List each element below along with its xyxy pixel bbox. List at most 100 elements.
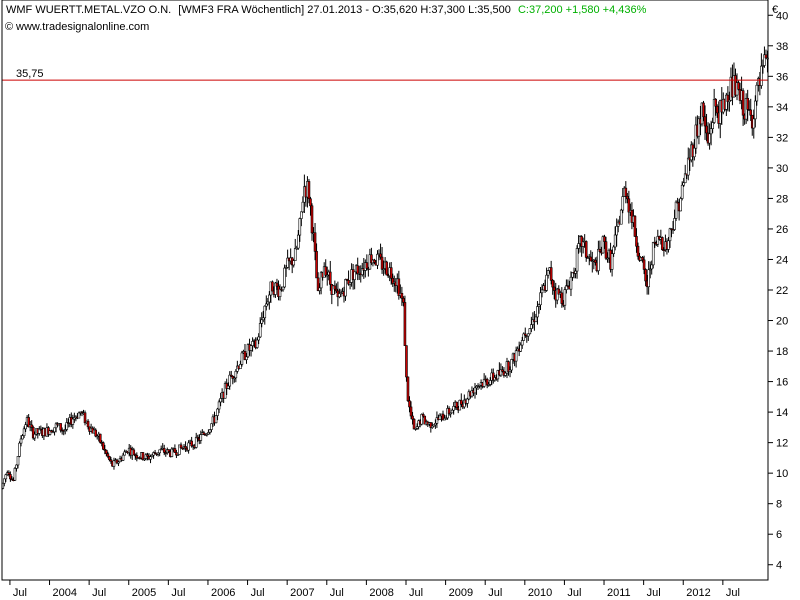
candle-body <box>647 269 650 288</box>
candle-body <box>217 401 221 410</box>
y-tick-label: 16 <box>776 377 788 389</box>
candle-body <box>555 288 559 301</box>
candle-body <box>545 274 548 291</box>
candle-body <box>231 376 235 379</box>
candle-body <box>619 209 623 225</box>
candle-body <box>627 198 631 213</box>
candle-body <box>409 406 413 417</box>
candle-body <box>574 270 577 274</box>
candle-body <box>466 398 469 404</box>
candle-body <box>162 448 166 453</box>
candle-body <box>178 444 181 455</box>
candle-body <box>156 452 160 455</box>
candle-body <box>141 452 145 460</box>
candle-body <box>594 259 597 263</box>
candle-body <box>380 256 384 270</box>
candle-body <box>112 460 116 467</box>
candle-body <box>105 449 108 454</box>
candle-body <box>325 274 329 277</box>
candle-body <box>429 422 433 428</box>
candle-body <box>324 266 328 276</box>
candle-body <box>682 182 685 186</box>
y-tick-label: 40 <box>776 10 788 22</box>
candle-body <box>683 173 687 184</box>
candle-body <box>143 458 146 460</box>
candle-body <box>662 249 666 251</box>
candle-body <box>651 241 655 266</box>
x-tick-label: Jul <box>567 587 581 599</box>
x-tick-label: Jul <box>488 587 502 599</box>
candle-body <box>420 414 423 425</box>
candle-body <box>94 429 97 437</box>
candle-body <box>332 285 335 295</box>
candle-body <box>71 418 75 425</box>
candle-body <box>65 422 69 430</box>
candle-body <box>507 361 510 372</box>
candle-body <box>693 147 696 158</box>
candle-body <box>406 376 410 402</box>
candle-body <box>181 447 184 450</box>
chart-header: WMF WUERTT.METAL.VZO O.N. [WMF3 FRA Wöch… <box>6 4 647 16</box>
candle-body <box>33 433 37 439</box>
candle-body <box>459 399 463 405</box>
x-tick-label: 2008 <box>369 587 393 599</box>
instrument-name: WMF WUERTT.METAL.VZO O.N. <box>6 4 171 16</box>
candle-body <box>674 201 678 219</box>
candle-body <box>575 248 579 272</box>
candle-body <box>249 345 253 351</box>
candle-body <box>300 211 303 219</box>
candle-body <box>400 292 404 299</box>
candle-body <box>755 84 759 102</box>
x-tick-label: 2012 <box>686 587 710 599</box>
x-tick-label: Jul <box>13 587 27 599</box>
candle-body <box>356 265 360 274</box>
candle-body <box>121 454 125 461</box>
candle-body <box>83 412 87 424</box>
candle-body <box>292 260 296 266</box>
candle-body <box>527 333 530 337</box>
candle-body <box>208 429 212 433</box>
candle-body <box>229 374 233 377</box>
candle-body <box>318 287 321 291</box>
candle-body <box>373 259 376 263</box>
candle-body <box>522 333 526 341</box>
candle-body <box>571 272 574 278</box>
candle-body <box>226 385 230 389</box>
candle-body <box>421 414 425 417</box>
candle-body <box>581 241 585 247</box>
candle-body <box>714 98 717 107</box>
close-change: C:37,200 +1,580 +4,436% <box>518 4 647 16</box>
candle-body <box>103 449 107 451</box>
copyright-icon: © <box>5 21 13 33</box>
candle-body <box>763 54 766 66</box>
y-tick-label: 20 <box>776 316 788 328</box>
candle-body <box>597 248 600 272</box>
candle-body <box>650 264 654 270</box>
candle-body <box>712 98 716 123</box>
candle-body <box>475 385 478 389</box>
candle-body <box>16 456 20 466</box>
candle-body <box>405 345 408 378</box>
candle-body <box>715 105 719 114</box>
candle-body <box>10 478 14 481</box>
candle-body <box>537 304 541 307</box>
candle-body <box>22 428 26 436</box>
candle-body <box>604 241 608 259</box>
candle-body <box>539 292 542 306</box>
y-tick-label: 22 <box>776 285 788 297</box>
candle-body <box>48 430 52 435</box>
candle-body <box>673 218 676 230</box>
candle-body <box>202 432 206 435</box>
candle-body <box>190 440 193 447</box>
candle-body <box>4 474 8 480</box>
candle-body <box>626 195 629 200</box>
candle-body <box>370 254 373 264</box>
candle-body <box>283 267 286 288</box>
candle-body <box>644 269 647 282</box>
y-tick-label: 4 <box>776 560 782 572</box>
y-tick-label: 32 <box>776 132 788 144</box>
candle-body <box>613 234 617 248</box>
x-tick-label: 2005 <box>132 587 156 599</box>
candle-body <box>123 451 126 456</box>
candle-body <box>24 424 27 430</box>
